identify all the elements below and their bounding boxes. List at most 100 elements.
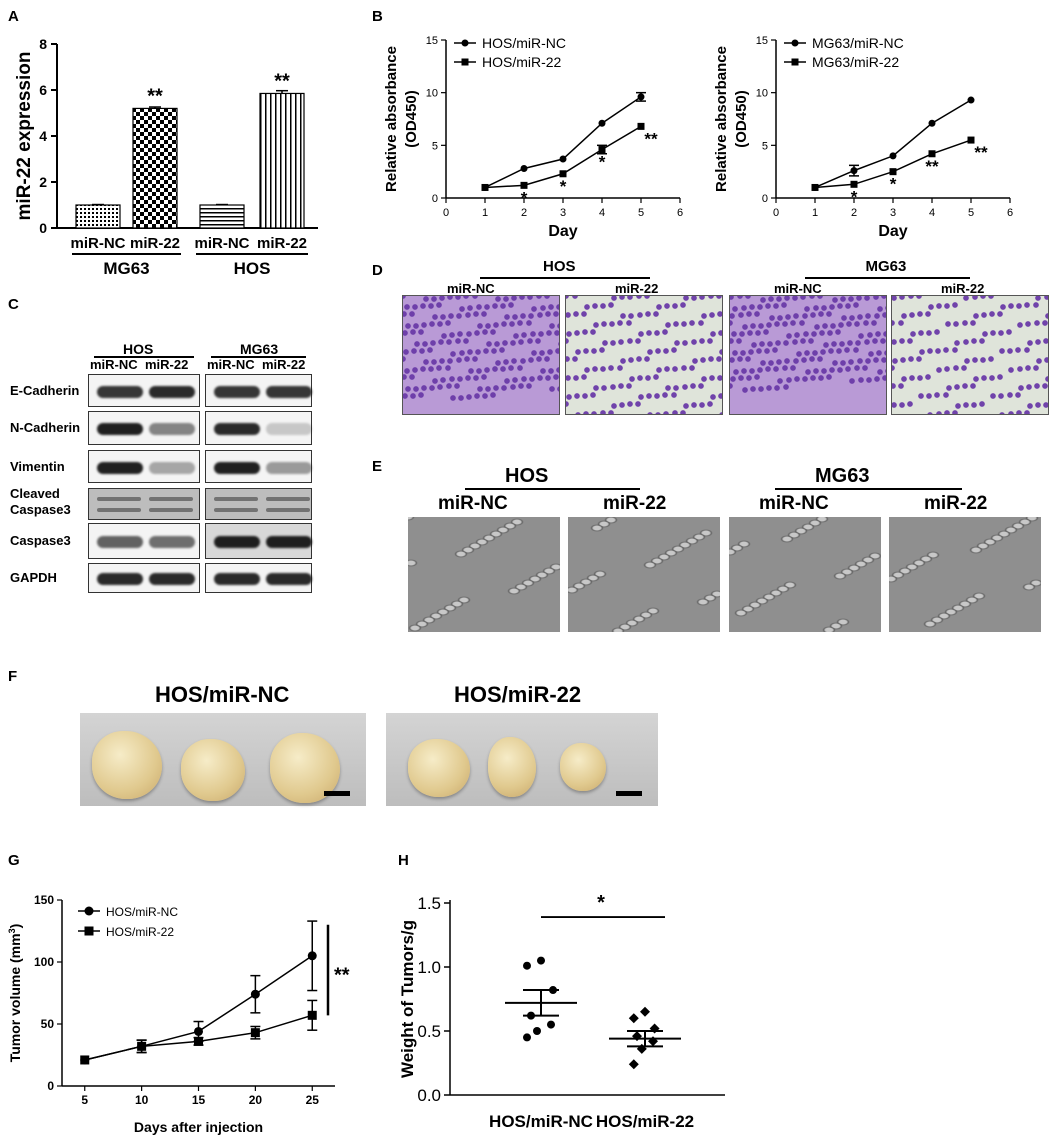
data-point	[559, 155, 567, 163]
data-point	[537, 956, 545, 965]
x-tick-label: miR-22	[130, 235, 180, 252]
blot-lane-label: miR-22	[262, 357, 306, 372]
blot-band	[214, 536, 260, 548]
blot-group-label: MG63	[240, 341, 279, 357]
legend-label: MG63/miR-22	[812, 54, 899, 70]
data-point	[637, 93, 645, 101]
data-point	[928, 150, 936, 158]
data-point	[889, 152, 897, 160]
group-line	[805, 277, 970, 279]
blot-band	[214, 461, 260, 474]
data-point	[928, 119, 936, 127]
blot-row-label: Caspase3	[10, 502, 71, 517]
x-tick-label: miR-NC	[71, 235, 126, 252]
morphology-image	[889, 517, 1041, 632]
blot-strip	[88, 523, 200, 559]
image-label: miR-NC	[774, 281, 822, 296]
blot-strip	[88, 488, 200, 520]
data-point	[137, 1041, 147, 1051]
data-point	[811, 183, 819, 191]
y-axis-label-line1: Relative absorbance	[713, 46, 730, 192]
blot-row-label: Vimentin	[10, 458, 65, 474]
data-point	[520, 165, 528, 173]
blot-band	[266, 508, 310, 513]
blot-band	[97, 461, 143, 474]
data-point	[80, 1055, 90, 1065]
x-tick-label: HOS/miR-22	[596, 1112, 694, 1131]
x-tick-label: 5	[638, 207, 644, 219]
blot-strip	[205, 374, 312, 407]
group-line	[775, 488, 962, 490]
significance-label: **	[974, 143, 988, 162]
data-point	[648, 1036, 658, 1047]
y-axis-label: Weight of Tumors/g	[398, 920, 417, 1078]
blot-band	[214, 423, 260, 435]
significance-label: **	[925, 157, 939, 176]
data-point	[628, 1013, 639, 1024]
x-tick-label: 15	[192, 1093, 206, 1107]
blot-band	[149, 385, 195, 398]
data-point	[850, 167, 858, 175]
x-tick-label: 6	[677, 207, 683, 219]
y-axis-label-sup: 3	[7, 928, 17, 933]
image-label: miR-NC	[438, 493, 508, 514]
blot-band	[214, 508, 258, 513]
y-tick-label: 6	[39, 82, 47, 98]
panel-label-a: A	[8, 8, 19, 25]
blot-strip	[88, 563, 200, 593]
significance-label: **	[147, 85, 163, 107]
y-tick-label: 0	[39, 220, 47, 236]
blot-strip	[88, 374, 200, 407]
blot-strip	[205, 450, 312, 483]
significance-label: **	[274, 70, 290, 92]
legend-marker	[461, 58, 469, 66]
data-point	[523, 961, 531, 970]
blot-lane-label: miR-22	[145, 357, 189, 372]
y-axis-label-line1: Relative absorbance	[383, 46, 400, 192]
x-tick-label: 0	[773, 207, 779, 219]
x-tick-label: 0	[443, 207, 449, 219]
tumor	[488, 737, 536, 797]
y-tick-label: 5	[762, 140, 768, 152]
group-line	[480, 277, 650, 279]
blot-band	[266, 573, 312, 585]
transwell-image	[729, 295, 887, 415]
image-label: miR-22	[941, 281, 985, 296]
x-tick-label: 1	[812, 207, 818, 219]
blot-band	[266, 423, 312, 435]
data-point	[598, 119, 606, 127]
chart-b-mg63: 0 5 10 15 0 1 2 3 4 5 6 Day MG63/miR-NC MG63/miR-22 Re…	[713, 35, 1013, 240]
legend-marker	[791, 39, 799, 47]
blot-band	[266, 536, 312, 548]
y-tick-label: 100	[34, 955, 54, 969]
scale-bar	[616, 791, 642, 796]
transwell-image	[402, 295, 560, 415]
blot-strip	[88, 411, 200, 445]
data-point	[520, 181, 528, 189]
group-line	[465, 488, 640, 490]
significance-label: *	[597, 892, 605, 914]
blot-band	[97, 573, 143, 585]
tumor-photo	[80, 713, 366, 806]
blot-band	[214, 573, 260, 585]
y-tick-label: 2	[39, 174, 47, 190]
legend-marker	[461, 39, 469, 47]
panel-label-h: H	[398, 852, 409, 869]
y-tick-label: 0.0	[417, 1086, 441, 1105]
data-point	[194, 1036, 203, 1046]
legend-label: MG63/miR-NC	[812, 35, 904, 51]
data-point	[250, 989, 260, 999]
y-tick-label: 150	[34, 893, 54, 907]
blot-band	[97, 423, 143, 435]
y-axis-label: Tumor volume (mm3)	[7, 924, 23, 1063]
blot-band	[266, 385, 312, 398]
y-tick-label: 0	[47, 1079, 54, 1093]
legend-marker	[791, 58, 799, 66]
transwell-image	[891, 295, 1049, 415]
x-tick-label: 25	[306, 1093, 320, 1107]
legend-marker	[84, 906, 94, 916]
blot-band	[214, 497, 258, 501]
y-tick-label: 8	[39, 36, 47, 52]
data-point	[640, 1006, 650, 1017]
bar	[259, 92, 305, 229]
